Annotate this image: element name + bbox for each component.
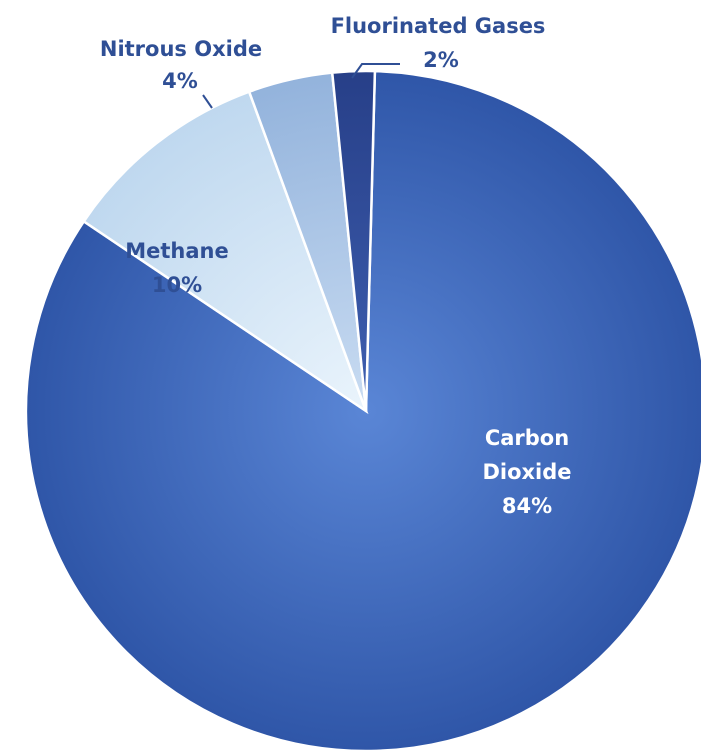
slice-fluorinated-gases (330, 69, 377, 412)
slice-value-fluorinated-gases: 2% (423, 48, 459, 72)
slice-label-carbon-dioxide-line1: Carbon (485, 426, 569, 450)
slice-value-carbon-dioxide: 84% (502, 494, 552, 518)
fluorinated-leader-line (351, 63, 400, 79)
slice-label-fluorinated-gases: Fluorinated Gases (331, 14, 546, 38)
slice-label-carbon-dioxide-line2: Dioxide (482, 460, 571, 484)
slice-label-methane: Methane (125, 239, 229, 263)
nitrous-leader-line (202, 94, 213, 109)
slice-value-nitrous-oxide: 4% (162, 69, 198, 93)
slice-value-methane: 10% (152, 273, 202, 297)
pie-slices (24, 69, 701, 750)
slice-label-nitrous-oxide: Nitrous Oxide (100, 37, 262, 61)
slice-methane (82, 90, 369, 415)
pie-labels: Fluorinated Gases 2% Nitrous Oxide 4% Me… (100, 14, 572, 518)
